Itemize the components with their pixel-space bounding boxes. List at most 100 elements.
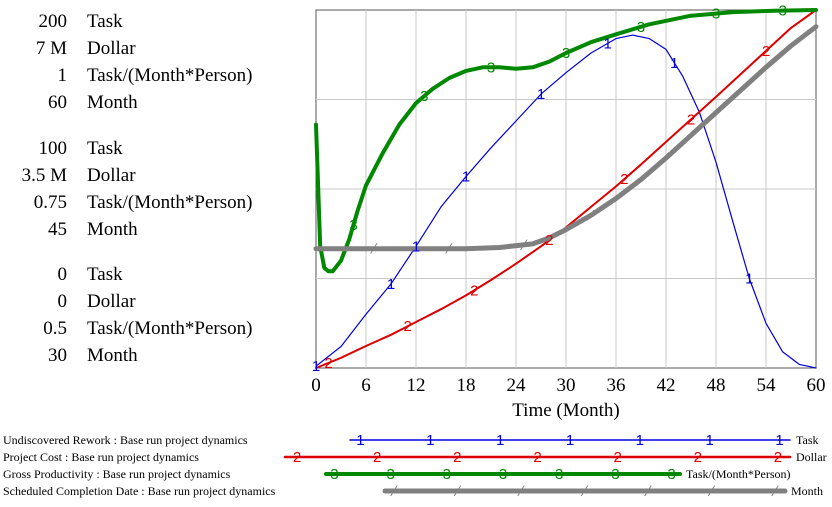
y-tick-value: 100: [39, 138, 68, 159]
legend-item-marker: 3: [330, 466, 338, 483]
series-1-marker: 1: [387, 276, 395, 293]
legend-item-label: Project Cost : Base run project dynamics: [3, 450, 199, 464]
series-2-marker: 2: [545, 232, 553, 249]
series-1-marker: 1: [745, 271, 753, 288]
legend-item-marker: 1: [636, 432, 644, 449]
legend-item-unit: Task: [796, 433, 819, 447]
legend-item-marker: 2: [293, 449, 301, 466]
legend-item-label: Gross Productivity : Base run project dy…: [3, 467, 231, 481]
y-tick-unit: Task: [87, 138, 123, 159]
y-tick-value: 30: [48, 345, 67, 366]
y-axis-labels: 200 Task 7 M Dollar 1 Task/(Month*Person) 60 Mo…: [22, 11, 253, 366]
legend-item-unit: Month: [791, 484, 823, 498]
legend-item-marker: 3: [443, 466, 451, 483]
legend-item-marker: 1: [496, 432, 504, 449]
legend-item-marker: 2: [373, 449, 381, 466]
series-2-marker: 2: [324, 355, 332, 372]
legend-item-label: Undiscovered Rework : Base run project d…: [3, 433, 248, 447]
x-tick-label: 30: [557, 375, 576, 396]
series-2-marker: 2: [470, 282, 478, 299]
legend-item-marker: 2: [453, 449, 461, 466]
x-tick-label: 24: [507, 375, 527, 396]
legend-item-marker: 3: [499, 466, 507, 483]
legend-item-marker: 1: [426, 432, 434, 449]
series-2-marker: 2: [762, 43, 770, 60]
legend-item-marker: 2: [694, 449, 702, 466]
legend-item-unit: Dollar: [796, 450, 827, 464]
y-tick-unit: Month: [87, 92, 138, 113]
series-2-marker: 2: [687, 111, 695, 128]
legend-item-marker: 3: [611, 466, 619, 483]
y-tick-value: 200: [39, 11, 68, 32]
x-axis: 0 6 12 18 24 30 36 42 48 54 60 Time (Month): [311, 375, 825, 421]
y-tick-value: 7 M: [36, 38, 67, 59]
series-3-marker: 3: [487, 59, 495, 76]
series-4-marker: ∕: [369, 241, 378, 258]
series-4-marker: ∕: [444, 241, 453, 258]
legend-item-marker: ∕: [643, 483, 652, 500]
legend-item-marker: ∕: [516, 483, 525, 500]
legend-item-marker: 2: [774, 449, 782, 466]
x-tick-label: 36: [607, 375, 626, 396]
y-tick-unit: Task/(Month*Person): [87, 65, 252, 86]
legend-item-marker: ∕: [707, 483, 716, 500]
x-axis-label: Time (Month): [512, 400, 620, 421]
x-tick-label: 48: [707, 375, 726, 396]
y-tick-value: 1: [58, 65, 68, 86]
y-tick-unit: Dollar: [87, 291, 136, 312]
series-4-marker: ∕: [519, 237, 528, 254]
y-tick-unit: Dollar: [87, 165, 136, 186]
series-1-marker: 1: [670, 55, 678, 72]
series-2-marker: 2: [620, 171, 628, 188]
series-1-marker: 1: [412, 238, 420, 255]
legend-item-marker: 2: [533, 449, 541, 466]
series-3-marker: 3: [637, 19, 645, 36]
legend-item-marker: 2: [613, 449, 621, 466]
y-tick-value: 0.75: [34, 192, 67, 213]
y-tick-unit: Task/(Month*Person): [87, 318, 252, 339]
y-tick-value: 3.5 M: [22, 165, 68, 186]
series-3-marker: 3: [712, 6, 720, 23]
series-4-marker: ∕: [586, 207, 595, 224]
series-1-marker: 1: [603, 35, 611, 52]
legend: Undiscovered Rework : Base run project d…: [3, 432, 827, 500]
series-line-1: [315, 34, 817, 369]
legend-item-marker: ∕: [770, 483, 779, 500]
series-line-4: [313, 24, 819, 252]
legend-item-marker: 1: [775, 432, 783, 449]
x-tick-label: 60: [807, 375, 826, 396]
legend-item-marker: ∕: [580, 483, 589, 500]
x-tick-label: 18: [457, 375, 476, 396]
series-4-marker: ∕: [661, 150, 670, 167]
series-1-marker: 1: [537, 86, 545, 103]
x-tick-label: 0: [311, 375, 321, 396]
y-tick-unit: Task/(Month*Person): [87, 192, 252, 213]
legend-item-marker: ∕: [453, 483, 462, 500]
series-3-marker: 3: [420, 88, 428, 105]
legend-item-marker: 1: [356, 432, 364, 449]
y-tick-unit: Month: [87, 219, 138, 240]
y-tick-unit: Month: [87, 345, 138, 366]
y-tick-value: 0: [58, 291, 68, 312]
legend-item-marker: 3: [555, 466, 563, 483]
legend-item-marker: 3: [386, 466, 394, 483]
x-tick-label: 42: [657, 375, 676, 396]
x-tick-label: 12: [407, 375, 426, 396]
legend-item-marker: 1: [566, 432, 574, 449]
y-tick-value: 60: [48, 92, 67, 113]
y-tick-unit: Task: [87, 11, 123, 32]
series-1-marker: 1: [462, 168, 470, 185]
series-line-3: [314, 8, 818, 274]
x-tick-label: 6: [361, 375, 371, 396]
y-tick-unit: Dollar: [87, 38, 136, 59]
y-tick-value: 0: [58, 264, 68, 285]
y-tick-unit: Task: [87, 264, 123, 285]
legend-item-marker: 1: [706, 432, 714, 449]
legend-item-marker: ∕: [389, 483, 398, 500]
series-2-marker: 2: [403, 318, 411, 335]
x-tick-label: 54: [757, 375, 777, 396]
series-3-marker: 3: [778, 3, 786, 20]
legend-item-unit: Task/(Month*Person): [686, 467, 790, 481]
